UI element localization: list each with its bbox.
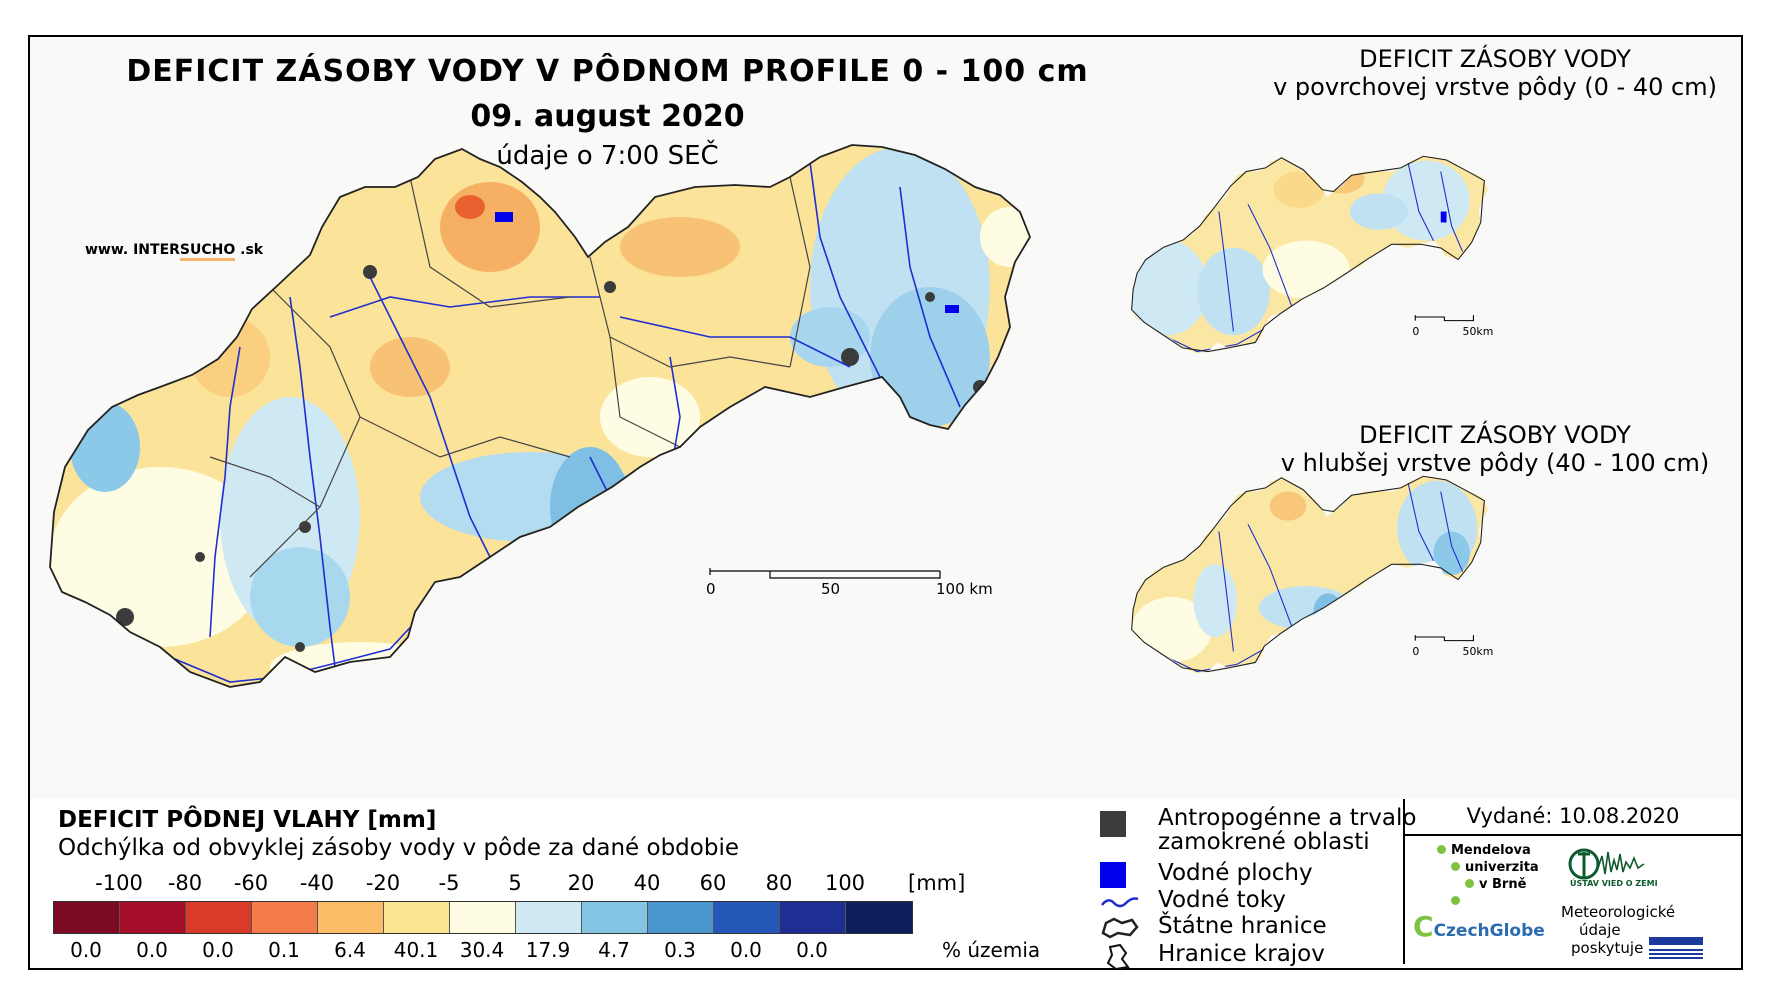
map-area: DEFICIT ZÁSOBY VODY V PÔDNOM PROFILE 0 -… xyxy=(30,37,1741,801)
inset-bottom-title: DEFICIT ZÁSOBY VODY v hlubšej vrstve pôd… xyxy=(1280,421,1710,477)
urban-square-icon xyxy=(1100,811,1126,837)
inset-bottom-scale-50: 50km xyxy=(1463,645,1494,658)
water-square-icon xyxy=(1100,862,1126,888)
threshold-label: -40 xyxy=(299,871,335,895)
color-swatch xyxy=(846,902,912,933)
color-swatch xyxy=(714,902,780,933)
threshold-label: 20 xyxy=(567,871,595,895)
threshold-label: 80 xyxy=(765,871,793,895)
logo-panel: Mendelova univerzita v Brně CCzechGlobe … xyxy=(1405,836,1741,964)
czechglobe-logo: CCzechGlobe xyxy=(1413,910,1545,943)
legend-subtitle: Odchýlka od obvyklej zásoby vody v pôde … xyxy=(58,835,739,861)
threshold-label: 5 xyxy=(508,871,522,895)
scale-label-100: 100 km xyxy=(936,580,993,598)
main-title: DEFICIT ZÁSOBY VODY V PÔDNOM PROFILE 0 -… xyxy=(126,54,1089,89)
data-time: údaje o 7:00 SEČ xyxy=(496,141,719,171)
legend-unit: [mm] xyxy=(908,871,966,895)
percentage-label: 0.1 xyxy=(268,938,300,962)
color-swatch xyxy=(516,902,582,933)
percentage-label: 30.4 xyxy=(459,938,505,962)
threshold-label: -100 xyxy=(95,871,143,895)
scale-label-50: 50 xyxy=(821,580,840,598)
percentage-label: 40.1 xyxy=(393,938,439,962)
color-swatch xyxy=(252,902,318,933)
threshold-label: -5 xyxy=(438,871,460,895)
threshold-label: 100 xyxy=(824,871,866,895)
percentage-label: 0.3 xyxy=(664,938,696,962)
percentage-label: 17.9 xyxy=(525,938,571,962)
ustav-text: ÚSTAV VIED O ZEMI xyxy=(1570,879,1658,888)
legend-thresholds: -100 -80 -60 -40 -20 -5 5 20 40 60 80 100 xyxy=(30,871,1030,901)
inset-top-scale-bar: 0 50km xyxy=(1412,315,1493,338)
color-swatch xyxy=(186,902,252,933)
map-date: 09. august 2020 xyxy=(470,99,745,134)
legend-divider xyxy=(1403,799,1405,964)
inset-bottom-scale-0: 0 xyxy=(1412,645,1419,658)
color-swatch xyxy=(54,902,120,933)
threshold-label: 60 xyxy=(699,871,727,895)
percentage-label: 4.7 xyxy=(598,938,630,962)
mendel-logo: Mendelova univerzita v Brně xyxy=(1437,842,1539,910)
legend-title: DEFICIT PÔDNEJ VLAHY [mm] xyxy=(58,807,437,833)
color-swatch xyxy=(780,902,846,933)
legend-area: DEFICIT PÔDNEJ VLAHY [mm] Odchýlka od ob… xyxy=(30,799,1741,969)
inset-top-scale-50: 50km xyxy=(1463,325,1494,338)
region-border-icon xyxy=(1106,943,1130,969)
color-swatch xyxy=(450,902,516,933)
color-swatch xyxy=(384,902,450,933)
scale-label-0: 0 xyxy=(706,580,716,598)
percent-unit: % územia xyxy=(942,938,1041,962)
inset-map-deep: 0 50km xyxy=(1131,475,1493,674)
threshold-label: -60 xyxy=(233,871,269,895)
inset-map-surface: 0 50km xyxy=(1131,155,1493,354)
website-link[interactable]: www. INTERSUCHO .sk xyxy=(85,242,263,261)
threshold-label: 40 xyxy=(633,871,661,895)
state-border-icon xyxy=(1101,917,1139,939)
legend-percentages: 0.0 0.0 0.0 0.1 6.4 40.1 30.4 17.9 4.7 0.3 0.0 0.0 xyxy=(30,938,1070,964)
river-line-icon xyxy=(1101,897,1139,908)
inset-bottom-scale-bar: 0 50km xyxy=(1412,635,1493,658)
percentage-label: 0.0 xyxy=(202,938,234,962)
main-map: 0 50 100 km xyxy=(49,144,1032,688)
map-frame: DEFICIT ZÁSOBY VODY V PÔDNOM PROFILE 0 -… xyxy=(28,35,1743,970)
threshold-label: -80 xyxy=(167,871,203,895)
color-swatch xyxy=(582,902,648,933)
percentage-label: 0.0 xyxy=(70,938,102,962)
threshold-label: -20 xyxy=(365,871,401,895)
percentage-label: 0.0 xyxy=(796,938,828,962)
color-scale xyxy=(53,901,913,934)
color-swatch xyxy=(120,902,186,933)
shmu-logo xyxy=(1645,934,1707,960)
percentage-label: 6.4 xyxy=(334,938,366,962)
meteo-provider: Meteorologické údaje poskytuje: xyxy=(1561,903,1676,957)
main-scale-bar: 0 50 100 km xyxy=(706,568,993,598)
ustav-vied-o-zemi-logo xyxy=(1568,848,1645,880)
issued-date: Vydané: 10.08.2020 xyxy=(1405,799,1741,836)
color-swatch xyxy=(648,902,714,933)
color-swatch xyxy=(318,902,384,933)
inset-top-title: DEFICIT ZÁSOBY VODY v povrchovej vrstve … xyxy=(1273,45,1717,101)
inset-top-scale-0: 0 xyxy=(1412,325,1419,338)
percentage-label: 0.0 xyxy=(730,938,762,962)
percentage-label: 0.0 xyxy=(136,938,168,962)
